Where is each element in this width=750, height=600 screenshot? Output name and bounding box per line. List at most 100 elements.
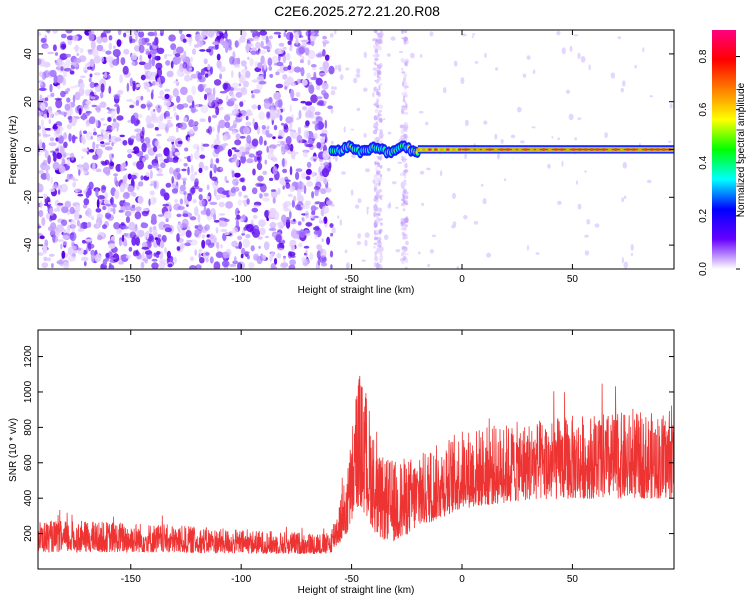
heatmap-cell xyxy=(96,44,104,52)
heatmap-cell xyxy=(247,113,250,117)
heatmap-cell xyxy=(189,265,197,269)
y-tick-label: -20 xyxy=(23,190,34,205)
heatmap-cell xyxy=(195,264,202,269)
heatmap-cell xyxy=(119,134,125,138)
heatmap-cell xyxy=(401,37,404,40)
heatmap-cell xyxy=(387,203,392,209)
heatmap-cell xyxy=(401,231,406,237)
heatmap-cell xyxy=(179,242,185,249)
snr-x-ticks: -150 -100 -50 0 50 xyxy=(121,330,578,585)
heatmap-cell xyxy=(81,222,87,226)
heatmap-cell xyxy=(296,78,302,84)
heatmap-cell xyxy=(196,224,203,231)
heatmap-cell xyxy=(125,254,132,259)
heatmap-cell xyxy=(140,74,146,81)
heatmap-cell xyxy=(54,148,59,152)
heatmap-cell xyxy=(100,129,105,134)
heatmap-cell xyxy=(102,123,108,126)
heatmap-cell xyxy=(209,234,215,240)
heatmap-cell xyxy=(372,92,375,98)
heatmap-cell xyxy=(59,146,65,154)
heatmap-cell xyxy=(132,80,136,85)
heatmap-cell xyxy=(169,167,174,175)
heatmap-cell xyxy=(205,239,212,246)
heatmap-cell xyxy=(38,252,44,256)
heatmap-cell xyxy=(216,133,220,141)
heatmap-cell xyxy=(337,215,340,219)
heatmap-cell xyxy=(321,167,330,178)
heatmap-cell xyxy=(150,91,154,100)
heatmap-cell xyxy=(40,200,43,209)
heatmap-cell xyxy=(464,119,469,127)
heatmap-cell xyxy=(261,125,266,130)
heatmap-cell xyxy=(375,79,380,84)
heatmap-cell xyxy=(289,122,293,129)
heatmap-cell xyxy=(153,31,158,37)
heatmap-cell xyxy=(201,239,206,249)
heatmap-cell xyxy=(159,90,164,97)
heatmap-cell xyxy=(83,198,90,206)
heatmap-cell xyxy=(263,192,269,197)
heatmap-cell xyxy=(234,256,237,262)
heatmap-cell xyxy=(73,58,82,64)
spectrogram-y-ticks: -40 -20 0 20 40 xyxy=(23,48,674,252)
heatmap-cell xyxy=(461,33,467,37)
heatmap-cell xyxy=(198,199,206,207)
heatmap-cell xyxy=(511,148,516,151)
heatmap-cell xyxy=(70,219,76,229)
heatmap-cell xyxy=(184,74,191,82)
heatmap-cell xyxy=(313,145,317,149)
heatmap-cell xyxy=(91,104,98,108)
heatmap-cell xyxy=(101,186,107,190)
heatmap-cell xyxy=(375,229,379,234)
heatmap-cell xyxy=(114,189,120,200)
heatmap-cell xyxy=(277,136,283,139)
heatmap-cell xyxy=(165,182,172,188)
heatmap-cell xyxy=(179,122,187,130)
heatmap-cell xyxy=(405,103,408,108)
heatmap-cell xyxy=(139,54,143,62)
heatmap-cell xyxy=(374,186,378,190)
heatmap-cell xyxy=(95,168,102,173)
heatmap-cell xyxy=(303,129,310,139)
heatmap-cell xyxy=(148,235,155,243)
heatmap-cell xyxy=(361,259,366,262)
heatmap-cell xyxy=(187,136,191,143)
heatmap-cell xyxy=(80,134,86,144)
spectrogram-y-label: Frequency (Hz) xyxy=(8,116,19,185)
heatmap-cell xyxy=(79,190,83,194)
heatmap-cell xyxy=(273,92,282,100)
heatmap-cell xyxy=(293,218,296,222)
heatmap-cell xyxy=(646,179,652,184)
heatmap-cell xyxy=(374,137,378,141)
heatmap-cell xyxy=(668,140,672,143)
heatmap-cell xyxy=(44,128,52,131)
heatmap-cell xyxy=(301,106,308,111)
heatmap-cell xyxy=(649,148,654,151)
heatmap-cell xyxy=(191,48,197,55)
heatmap-cell xyxy=(363,132,367,138)
heatmap-cell xyxy=(138,61,146,66)
heatmap-cell xyxy=(275,234,282,243)
heatmap-cell xyxy=(372,44,377,49)
heatmap-cell xyxy=(253,155,258,163)
heatmap-cell xyxy=(154,126,159,131)
heatmap-cell xyxy=(85,191,90,199)
heatmap-cell xyxy=(275,83,284,89)
heatmap-cell xyxy=(634,64,637,69)
heatmap-cell xyxy=(261,34,267,41)
heatmap-cell xyxy=(114,137,122,142)
heatmap-cell xyxy=(379,32,384,37)
x-tick-label: 0 xyxy=(459,574,465,585)
heatmap-cell xyxy=(584,170,587,173)
heatmap-cell xyxy=(322,49,326,57)
heatmap-cell xyxy=(296,201,304,211)
heatmap-cell xyxy=(372,129,378,135)
heatmap-cell xyxy=(353,77,358,84)
heatmap-cell xyxy=(136,184,140,191)
heatmap-cell xyxy=(252,204,260,208)
heatmap-cell xyxy=(321,82,329,90)
heatmap-cell xyxy=(145,50,152,56)
heatmap-cell xyxy=(140,261,145,269)
heatmap-cell xyxy=(108,85,112,94)
